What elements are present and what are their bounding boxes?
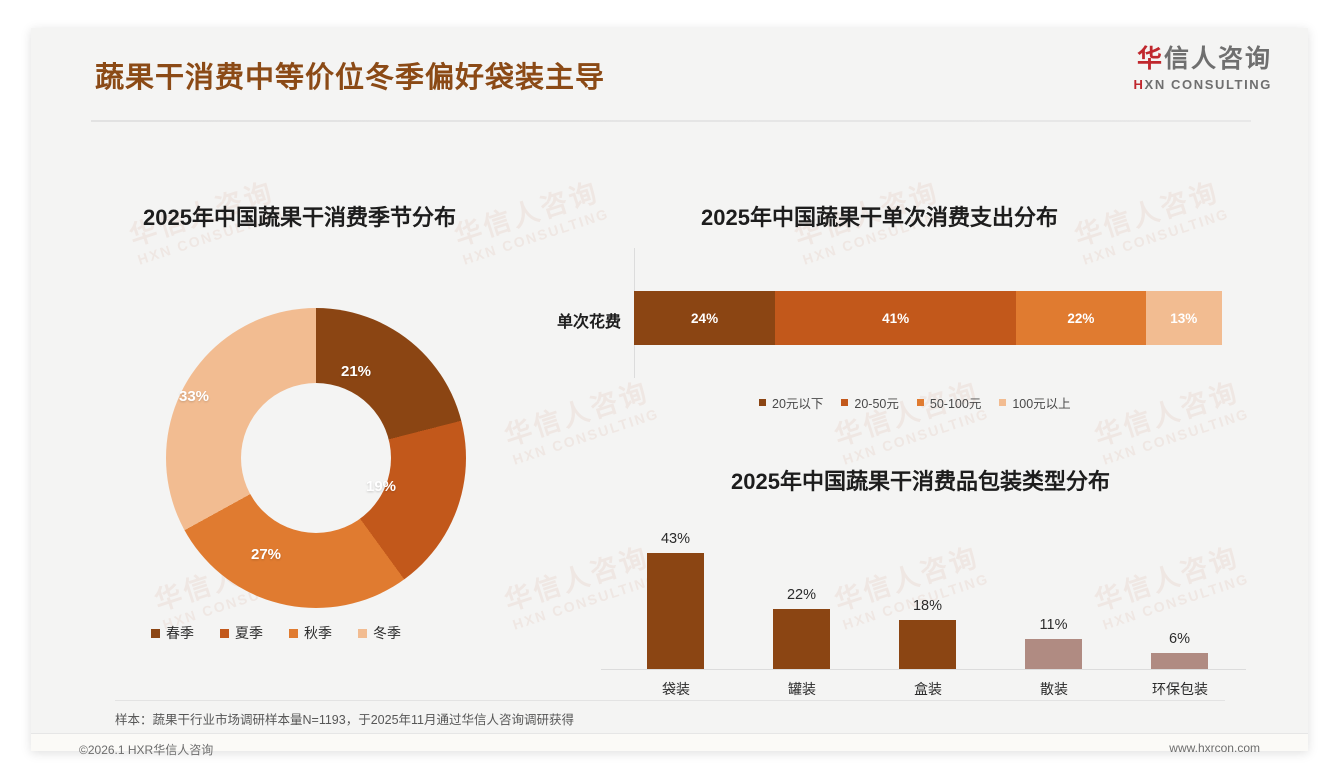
stacked-chart-title: 2025年中国蔬果干单次消费支出分布: [701, 205, 1058, 230]
legend-label: 20元以下: [772, 397, 824, 411]
column-value-label: 43%: [660, 530, 691, 547]
donut-chart: 21% 19% 27% 33%: [141, 298, 471, 628]
legend-swatch: [916, 399, 924, 406]
column-category-label: 散装: [1040, 681, 1068, 697]
donut-legend-item[interactable]: 秋季: [289, 623, 332, 643]
legend-swatch: [220, 628, 229, 638]
legend-label: 春季: [166, 625, 194, 641]
logo-chinese: 华信人咨询: [1134, 45, 1272, 74]
slide-card: 蔬果干消费中等价位冬季偏好袋装主导 华信人咨询 HXN CONSULTING 华…: [31, 28, 1308, 757]
column-bar[interactable]: [647, 552, 704, 669]
note-divider: [115, 700, 1225, 701]
column-bar[interactable]: [1151, 652, 1208, 669]
column-chart-title: 2025年中国蔬果干消费品包装类型分布: [731, 469, 1110, 494]
legend-label: 冬季: [373, 625, 401, 641]
legend-swatch: [358, 628, 367, 638]
logo-english: HXN CONSULTING: [1134, 77, 1272, 92]
logo-english-hx: H: [1133, 76, 1145, 92]
stacked-bar-chart: 单次花费 24% 41% 22% 13% 20元以下 20-50元 50-100元 100元…: [521, 248, 1241, 423]
stacked-segment[interactable]: 24%: [634, 291, 776, 345]
donut-legend-item[interactable]: 春季: [151, 623, 194, 643]
stacked-legend-item[interactable]: 100元以上: [999, 393, 1071, 412]
column-category-label: 盒装: [914, 681, 942, 697]
page-title: 蔬果干消费中等价位冬季偏好袋装主导: [95, 62, 606, 94]
column-value-label: 22%: [786, 587, 817, 604]
column-bar[interactable]: [899, 620, 956, 669]
stacked-segment[interactable]: 22%: [1016, 291, 1146, 345]
legend-swatch: [841, 399, 849, 406]
legend-swatch: [759, 399, 766, 406]
sample-note: 样本：蔬果干行业市场调研样本量N=1193，于2025年11月通过华信人咨询调研…: [115, 713, 574, 727]
column-chart: 43% 袋装 22% 罐装 18% 盒装 11% 散装 6% 环保包装: [601, 498, 1246, 713]
stacked-segment[interactable]: 13%: [1145, 291, 1222, 345]
column-bar[interactable]: [773, 609, 830, 669]
stacked-legend-item[interactable]: 50-100元: [916, 393, 982, 412]
donut-chart-title: 2025年中国蔬果干消费季节分布: [143, 205, 456, 230]
donut-value-1: 19%: [366, 478, 397, 495]
footer-website: www.hxrcon.com: [1169, 741, 1260, 755]
footer-bar: [31, 734, 1308, 751]
logo-chinese-rest: 信人咨询: [1163, 45, 1272, 73]
legend-label: 秋季: [304, 625, 332, 641]
donut-legend-item[interactable]: 夏季: [220, 623, 263, 643]
company-logo: 华信人咨询 HXN CONSULTING: [1134, 45, 1272, 92]
legend-label: 50-100元: [929, 397, 982, 411]
donut-value-0: 21%: [341, 363, 372, 380]
logo-chinese-hx: 华: [1136, 45, 1164, 73]
column-bar-group[interactable]: 22%: [773, 539, 830, 669]
column-category-label: 袋装: [662, 681, 690, 697]
header-divider: [91, 120, 1251, 122]
donut-legend-item[interactable]: 冬季: [358, 623, 401, 643]
stacked-bar: 24% 41% 22% 13%: [634, 291, 1222, 345]
column-value-label: 6%: [1169, 630, 1190, 647]
column-bar-group[interactable]: 43%: [647, 531, 704, 669]
column-bar-group[interactable]: 6%: [1151, 539, 1208, 669]
column-category-label: 环保包装: [1152, 681, 1208, 697]
footer-divider: [31, 733, 1308, 734]
slide-header: 蔬果干消费中等价位冬季偏好袋装主导 华信人咨询 HXN CONSULTING: [31, 28, 1308, 120]
column-category-label: 罐装: [788, 681, 816, 697]
legend-label: 夏季: [235, 625, 263, 641]
donut-legend: 春季 夏季 秋季 冬季: [151, 623, 401, 643]
legend-swatch: [289, 628, 298, 638]
donut-value-3: 33%: [179, 388, 210, 405]
column-bar-group[interactable]: 11%: [1025, 539, 1082, 669]
stacked-category-label: 单次花费: [556, 314, 621, 331]
column-bar[interactable]: [1025, 639, 1082, 669]
footer-copyright: ©2026.1 HXR华信人咨询: [79, 743, 214, 757]
legend-swatch: [999, 399, 1007, 406]
column-value-label: 11%: [1039, 617, 1068, 634]
stacked-segment[interactable]: 41%: [775, 291, 1017, 345]
donut-value-2: 27%: [251, 546, 282, 563]
stacked-legend-item[interactable]: 20-50元: [841, 393, 899, 412]
legend-label: 100元以上: [1012, 397, 1071, 411]
column-baseline: [601, 669, 1246, 670]
column-bar-group[interactable]: 18%: [899, 539, 956, 669]
logo-english-rest: XN CONSULTING: [1144, 76, 1272, 92]
legend-swatch: [151, 628, 160, 638]
stacked-legend-item[interactable]: 20元以下: [759, 393, 823, 412]
stacked-legend: 20元以下 20-50元 50-100元 100元以上: [759, 393, 1071, 412]
column-value-label: 18%: [912, 598, 943, 615]
donut-hole: [241, 383, 391, 533]
legend-label: 20-50元: [854, 397, 899, 411]
